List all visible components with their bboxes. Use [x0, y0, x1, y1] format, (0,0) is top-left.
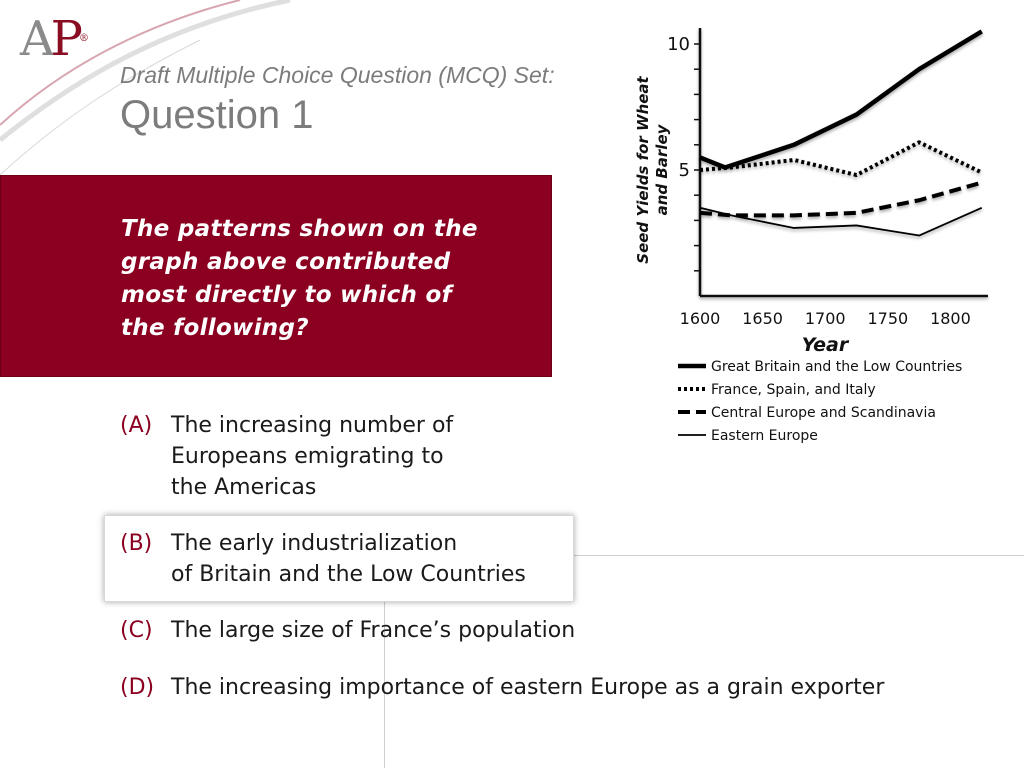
option-text: The early industrialization of Britain a…: [171, 531, 526, 587]
option-letter: (C): [120, 618, 153, 643]
divider-vertical: [384, 555, 385, 768]
option-text: The large size of France’s population: [171, 618, 576, 643]
option-text: The increasing number of Europeans emigr…: [171, 413, 454, 500]
x-tick-label: 1750: [867, 309, 908, 328]
legend-label: Central Europe and Scandinavia: [711, 405, 936, 421]
option-text: The increasing importance of eastern Eur…: [171, 675, 885, 700]
x-tick-label: 1650: [742, 309, 783, 328]
option-letter: (B): [120, 531, 153, 556]
x-axis-label: Year: [802, 334, 850, 356]
question-text: The patterns shown on the graph above co…: [121, 216, 478, 341]
chart-legend: Great Britain and the Low Countries Franc…: [678, 359, 962, 444]
ap-logo: AP®: [20, 11, 89, 67]
question-panel: The patterns shown on the graph above co…: [0, 175, 552, 377]
series-line: [699, 206, 983, 237]
legend-label: Eastern Europe: [711, 428, 818, 444]
divider-horizontal: [570, 555, 1024, 556]
page-title: Question 1: [120, 93, 314, 137]
series-line: [699, 180, 983, 218]
option-letter: (A): [120, 413, 153, 438]
x-tick-label: 1800: [930, 309, 971, 328]
y-tick-label: 5: [679, 160, 690, 181]
x-tick-label: 1700: [805, 309, 846, 328]
y-tick-label: 10: [667, 34, 690, 55]
page-subtitle: Draft Multiple Choice Question (MCQ) Set…: [120, 62, 555, 88]
legend-label: Great Britain and the Low Countries: [711, 359, 962, 375]
y-axis-label: Seed Yields for Wheatand Barley: [634, 75, 671, 263]
legend-label: France, Spain, and Italy: [711, 382, 876, 398]
selected-answer-highlight: [104, 515, 574, 602]
answer-option-b[interactable]: (B) The early industrialization of Brita…: [120, 528, 560, 592]
answer-option-a[interactable]: (A) The increasing number of Europeans e…: [120, 410, 520, 506]
option-letter: (D): [120, 675, 155, 700]
series-line: [699, 140, 983, 178]
x-tick-label: 1600: [680, 309, 721, 328]
series-line: [699, 29, 983, 170]
answer-option-c[interactable]: (C) The large size of France’s populatio…: [120, 615, 720, 647]
seed-yield-chart: 5 10 1600 1650 1700 1750 1800 Seed Yields for …: [634, 28, 988, 444]
answer-option-d[interactable]: (D) The increasing importance of eastern…: [120, 672, 1000, 704]
